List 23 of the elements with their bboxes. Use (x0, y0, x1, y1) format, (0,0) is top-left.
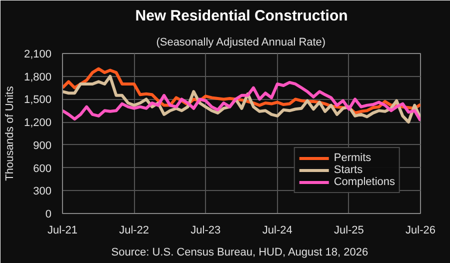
y-tick-label: 1,500 (24, 94, 52, 106)
x-tick-label: Jul-22 (119, 224, 150, 236)
x-tick-label: Jul-23 (190, 224, 221, 236)
x-tick-label: Jul-21 (48, 224, 78, 236)
line-series (62, 74, 420, 124)
y-tick-label: 600 (33, 162, 52, 175)
chart-subtitle: (Seasonally Adjusted Annual Rate) (156, 36, 326, 48)
legend-label: Permits (334, 152, 372, 164)
y-tick-label: 2,100 (24, 48, 52, 60)
chart-title: New Residential Construction (135, 8, 348, 24)
line-series (62, 80, 420, 122)
legend-label: Completions (334, 176, 395, 188)
source-note: Source: U.S. Census Bureau, HUD, August 18, 2026 (111, 246, 368, 258)
x-tick-label: Jul-25 (334, 224, 364, 236)
y-tick-label: 300 (33, 186, 52, 198)
y-tick-label: 0 (45, 208, 52, 220)
y-tick-label: 1,200 (24, 117, 52, 130)
x-tick-label: Jul-24 (262, 224, 292, 236)
y-tick-label: 1,800 (24, 71, 52, 84)
x-tick-label: Jul-26 (406, 224, 436, 236)
y-tick-label: 900 (33, 140, 52, 152)
legend-label: Starts (334, 164, 363, 176)
y-axis-title: Thousands of Units (4, 86, 16, 181)
